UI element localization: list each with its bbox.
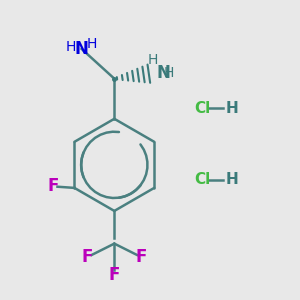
Text: N: N: [157, 64, 171, 82]
Text: F: F: [47, 177, 59, 195]
Text: Cl: Cl: [195, 172, 211, 187]
Text: F: F: [135, 248, 147, 266]
Text: F: F: [109, 266, 120, 284]
Text: N: N: [75, 40, 88, 58]
Text: H: H: [148, 53, 158, 67]
Text: H: H: [226, 172, 239, 187]
Text: F: F: [82, 248, 93, 266]
Text: H: H: [66, 40, 76, 54]
Text: H: H: [87, 37, 98, 51]
Text: Cl: Cl: [195, 101, 211, 116]
Text: H: H: [164, 66, 174, 80]
Text: H: H: [226, 101, 239, 116]
